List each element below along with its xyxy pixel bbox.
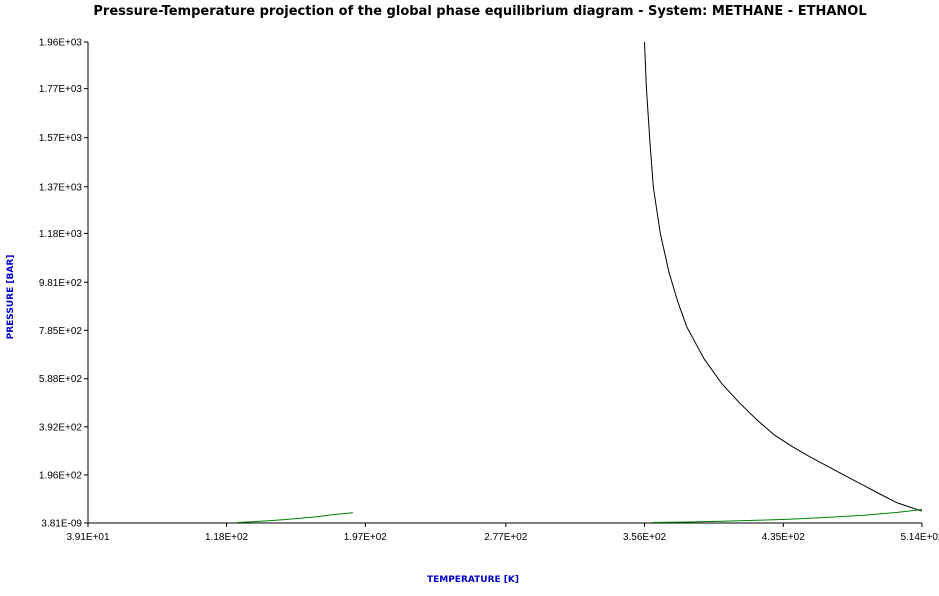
y-tick-label: 1.37E+03 — [39, 182, 83, 193]
x-tick-label: 1.97E+02 — [344, 532, 388, 543]
series-line — [237, 512, 354, 523]
y-axis-label: PRESSURE [BAR] — [6, 255, 16, 340]
series-line — [644, 41, 923, 512]
y-tick-label: 9.81E+02 — [39, 278, 83, 289]
x-ticks: 3.91E+01 1.18E+02 1.97E+02 2.77E+02 3.56E+02… — [66, 523, 939, 543]
x-tick-label: 4.35E+02 — [762, 532, 806, 543]
y-tick-label: 7.85E+02 — [39, 326, 83, 337]
x-tick-label: 3.56E+02 — [623, 532, 667, 543]
y-tick-label: 3.81E-09 — [41, 519, 82, 530]
x-axis-label: TEMPERATURE [K] — [427, 575, 519, 585]
y-tick-label: 3.92E+02 — [39, 422, 83, 433]
y-ticks: 3.81E-09 1.96E+02 3.92E+02 5.88E+02 7.85E+02… — [39, 38, 88, 530]
x-tick-label: 1.18E+02 — [205, 532, 249, 543]
y-tick-label: 1.96E+03 — [39, 38, 83, 49]
x-tick-label: 3.91E+01 — [66, 532, 110, 543]
y-tick-label: 1.96E+02 — [39, 470, 83, 481]
plot-area: 3.81E-09 1.96E+02 3.92E+02 5.88E+02 7.85E+02… — [39, 38, 939, 544]
x-tick-label: 5.14E+02 — [900, 532, 939, 543]
y-tick-label: 1.18E+03 — [39, 229, 83, 240]
y-tick-label: 5.88E+02 — [39, 374, 83, 385]
series-layer — [237, 41, 923, 523]
x-tick-label: 2.77E+02 — [484, 532, 528, 543]
chart-title: Pressure-Temperature projection of the g… — [93, 4, 866, 19]
series-line — [651, 509, 923, 523]
y-tick-label: 1.57E+03 — [39, 133, 83, 144]
y-tick-label: 1.77E+03 — [39, 84, 83, 95]
